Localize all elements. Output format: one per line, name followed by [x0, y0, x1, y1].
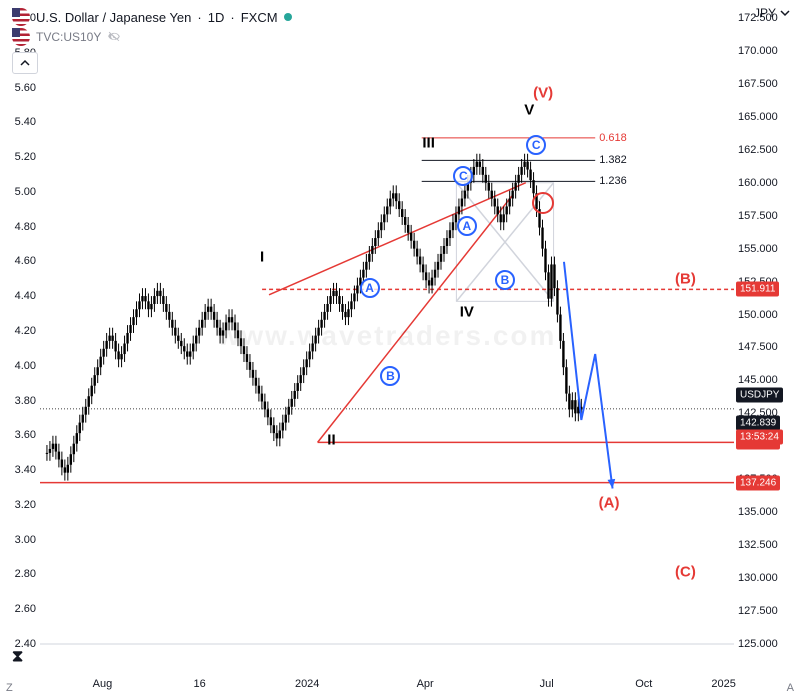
- plot-area[interactable]: www.wavetraders.com 0.6181.3821.236IIIII…: [40, 0, 734, 672]
- dropdown-icon: [780, 8, 790, 18]
- right-y-axis[interactable]: 125.000127.500130.000132.500135.000137.5…: [734, 0, 800, 672]
- chart-canvas: [40, 0, 734, 672]
- right-axis-tick: 125.000: [738, 638, 778, 650]
- right-axis-tick: 135.000: [738, 506, 778, 518]
- right-axis-tick: 155.000: [738, 243, 778, 255]
- right-axis-tick: 127.500: [738, 605, 778, 617]
- corner-a: A: [787, 682, 794, 694]
- left-axis-tick: 3.40: [15, 464, 36, 476]
- left-axis-tick: 2.60: [15, 603, 36, 615]
- left-axis-tick: 3.80: [15, 395, 36, 407]
- left-axis-tick: 5.60: [15, 82, 36, 94]
- right-axis-tick: 162.500: [738, 144, 778, 156]
- right-axis-tick: 167.500: [738, 78, 778, 90]
- right-axis-tick: 150.000: [738, 309, 778, 321]
- left-y-axis[interactable]: 2.402.602.803.003.203.403.603.804.004.20…: [0, 0, 40, 672]
- left-axis-tick: 3.60: [15, 429, 36, 441]
- right-axis-tick: 147.500: [738, 341, 778, 353]
- provider-label: FXCM: [241, 10, 278, 25]
- left-axis-tick: 2.80: [15, 568, 36, 580]
- x-axis[interactable]: Aug 16 2024 Apr Jul Oct 2025: [40, 672, 734, 700]
- left-axis-tick: 5.00: [15, 186, 36, 198]
- x-axis-tick: Oct: [635, 678, 652, 690]
- collapse-button[interactable]: [12, 52, 38, 74]
- interval-label[interactable]: 1D: [208, 10, 225, 25]
- price-tag: 137.246: [736, 475, 780, 490]
- right-axis-tick: 145.000: [738, 374, 778, 386]
- right-axis-header[interactable]: JPY: [754, 6, 790, 20]
- x-axis-tick: 16: [193, 678, 205, 690]
- flag-icon: [12, 8, 30, 26]
- price-tag: 142.839: [736, 415, 780, 430]
- right-axis-tick: 170.000: [738, 45, 778, 57]
- instrument-title[interactable]: U.S. Dollar / Japanese Yen: [36, 10, 191, 25]
- price-tag: 151.911: [736, 282, 779, 297]
- right-axis-tick: 165.000: [738, 111, 778, 123]
- separator: ·: [197, 10, 201, 25]
- right-axis-tick: 160.000: [738, 177, 778, 189]
- right-axis-tick: 132.500: [738, 539, 778, 551]
- x-axis-tick: Apr: [417, 678, 434, 690]
- price-tag: USDJPY: [736, 387, 783, 402]
- x-axis-tick: Jul: [540, 678, 554, 690]
- left-axis-tick: 4.20: [15, 325, 36, 337]
- right-axis-unit: JPY: [754, 6, 776, 20]
- market-status-icon: [284, 13, 292, 21]
- left-axis-tick: 4.60: [15, 255, 36, 267]
- separator: ·: [230, 10, 234, 25]
- secondary-symbol-row[interactable]: TVC:US10Y: [12, 28, 292, 46]
- visibility-off-icon: [107, 30, 121, 44]
- left-axis-tick: 4.80: [15, 221, 36, 233]
- corner-z: Z: [6, 682, 13, 694]
- left-axis-tick: 4.00: [15, 360, 36, 372]
- chart-header: U.S. Dollar / Japanese Yen · 1D · FXCM T…: [12, 8, 292, 74]
- left-axis-tick: 5.20: [15, 151, 36, 163]
- instrument-title-row: U.S. Dollar / Japanese Yen · 1D · FXCM: [12, 8, 292, 26]
- left-axis-tick: 3.20: [15, 499, 36, 511]
- flag-icon: [12, 28, 30, 46]
- price-tag: 13:53:24: [736, 429, 783, 444]
- x-axis-tick: Aug: [93, 678, 113, 690]
- left-axis-tick: 3.00: [15, 534, 36, 546]
- left-axis-tick: 5.40: [15, 116, 36, 128]
- right-axis-tick: 157.500: [738, 210, 778, 222]
- x-axis-tick: 2025: [711, 678, 735, 690]
- tradingview-logo-icon: ⧗: [12, 648, 22, 666]
- left-axis-tick: 4.40: [15, 290, 36, 302]
- x-axis-tick: 2024: [295, 678, 319, 690]
- right-axis-tick: 130.000: [738, 572, 778, 584]
- secondary-symbol: TVC:US10Y: [36, 30, 101, 44]
- chevron-up-icon: [20, 58, 30, 68]
